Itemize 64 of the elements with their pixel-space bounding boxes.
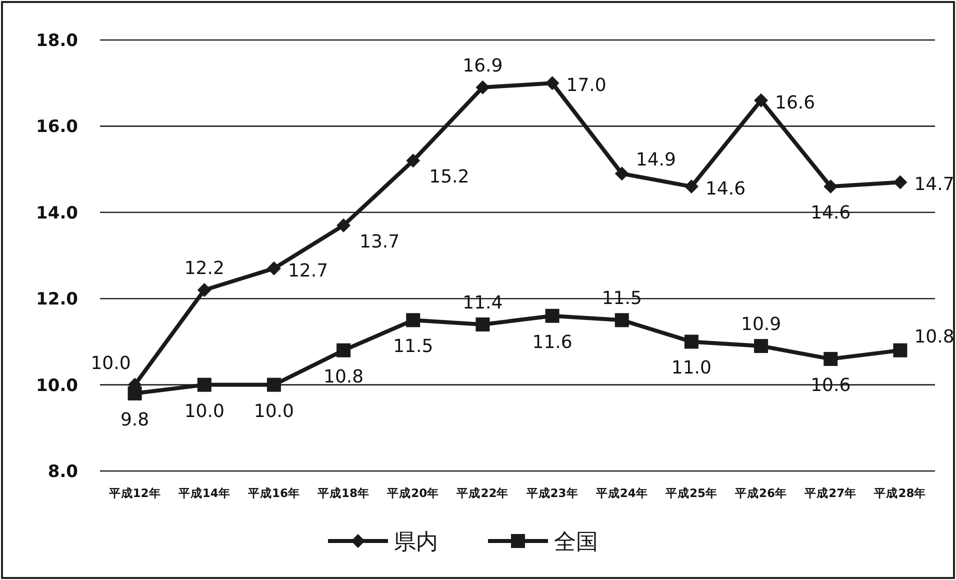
x-tick-label: 平成25年 [664,486,718,500]
point [684,180,698,194]
x-tick-label: 平成16年 [246,486,300,500]
point [545,76,560,90]
point [406,313,420,328]
data-label: 15.2 [429,166,470,188]
data-label: 17.0 [566,75,606,96]
data-label: 10.0 [90,352,131,374]
point [684,334,698,349]
point [336,218,351,232]
y-tick-label: 14.0 [36,203,78,224]
data-label: 11.5 [393,336,434,358]
y-tick-label: 12.0 [36,290,78,310]
point [266,261,281,276]
data-label: 16.9 [462,55,503,76]
x-tick-label: 平成18年 [316,486,370,500]
data-label: 10.0 [254,400,294,422]
data-label: 11.6 [532,332,572,353]
x-tick-label: 平成27年 [804,486,857,500]
point [824,180,838,194]
x-tick-label: 平成28年 [873,486,926,500]
point [128,386,142,400]
legend-label: 全国 [554,530,598,555]
point [754,339,768,354]
point [893,343,908,358]
x-tick-label: 平成20年 [386,486,440,500]
point [406,154,420,168]
x-tick-label: 平成26年 [734,486,788,500]
point [824,352,838,366]
y-tick-label: 8.0 [48,462,78,482]
x-tick-label: 平成22年 [456,486,509,500]
legend-label: 県内 [394,530,438,555]
data-label: 10.9 [741,314,782,336]
data-label: 10.8 [914,326,954,348]
data-label: 12.2 [184,258,224,279]
data-label: 14.9 [636,150,676,171]
y-tick-label: 10.0 [36,376,78,396]
data-label: 11.0 [671,358,712,379]
point [545,308,560,323]
point [893,175,908,190]
x-tick-label: 平成14年 [177,486,230,500]
data-label: 16.6 [775,92,816,114]
data-label: 9.8 [120,409,150,430]
data-label: 10.0 [184,400,224,422]
data-label: 13.7 [360,231,400,252]
y-tick-label: 16.0 [36,117,78,138]
point [197,282,212,297]
point [266,378,281,392]
point [614,313,629,328]
data-label: 11.4 [462,292,503,314]
y-tick-label: 18.0 [36,31,78,51]
x-tick-label: 平成12年 [108,486,161,500]
point [197,378,212,392]
point [754,93,768,108]
point [614,166,629,181]
data-label: 14.7 [914,174,954,196]
data-label: 14.6 [705,178,746,200]
x-tick-label: 平成24年 [594,486,648,500]
point [476,80,490,94]
data-label: 12.7 [288,260,328,282]
point [476,317,490,332]
x-tick-label: 平成23年 [525,486,578,500]
data-label: 10.8 [324,366,364,388]
point [336,343,351,358]
